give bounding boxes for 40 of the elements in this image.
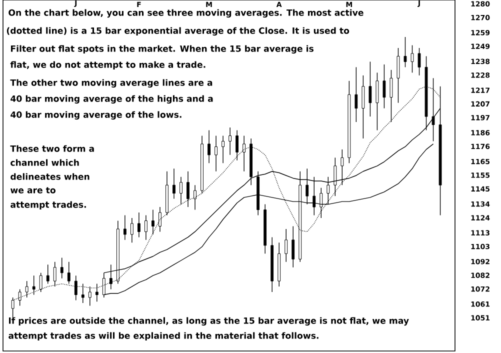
candlestick xyxy=(123,214,126,240)
annotation: delineates when xyxy=(10,173,90,180)
annotation: On the chart below, you can see three moving averages. The most active xyxy=(8,9,364,18)
annotation: Filter out flat spots in the market. When the 15 bar average is xyxy=(10,45,314,54)
candlestick xyxy=(256,171,260,216)
annotation: we are to xyxy=(10,187,56,194)
candlestick xyxy=(130,218,134,244)
candlestick xyxy=(228,127,232,156)
candlestick xyxy=(236,130,239,161)
candlestick xyxy=(362,75,365,139)
annotation: flat, we do not attempt to make a trade. xyxy=(10,61,206,70)
candlestick xyxy=(200,135,204,194)
candlestick xyxy=(214,135,218,172)
annotation: These two form a xyxy=(10,145,94,152)
annotation: The other two moving average lines are a xyxy=(10,79,212,88)
candlestick xyxy=(242,135,246,172)
annotation: 40 bar moving average of the highs and a xyxy=(10,95,213,104)
candlestick xyxy=(208,130,210,164)
candlestick xyxy=(354,66,358,122)
candlestick xyxy=(172,168,176,200)
annotation: If prices are outside the channel, as long as the 15 bar average is not flat, we may xyxy=(8,317,409,326)
candlestick xyxy=(186,171,190,208)
candlestick xyxy=(270,236,274,292)
candlestick xyxy=(152,209,154,235)
candlestick xyxy=(368,61,372,117)
candlestick xyxy=(138,212,140,238)
annotation: (dotted line) is a 15 bar exponential average of the Close. It is used to xyxy=(6,27,350,36)
candlestick xyxy=(194,184,196,210)
candlestick xyxy=(166,171,168,216)
candlestick xyxy=(264,204,267,254)
candlestick xyxy=(222,135,224,164)
annotation: attempt trades as will be explained in the material that follows. xyxy=(8,332,318,341)
candlestick xyxy=(180,176,182,205)
candlestick xyxy=(382,64,386,109)
annotation: attempt trades. xyxy=(10,201,86,210)
candlestick xyxy=(158,206,162,232)
annotation: 40 bar moving average of the lows. xyxy=(10,111,182,120)
candlestick xyxy=(250,138,253,186)
candlestick xyxy=(144,214,148,240)
annotation: channel which xyxy=(10,159,79,166)
